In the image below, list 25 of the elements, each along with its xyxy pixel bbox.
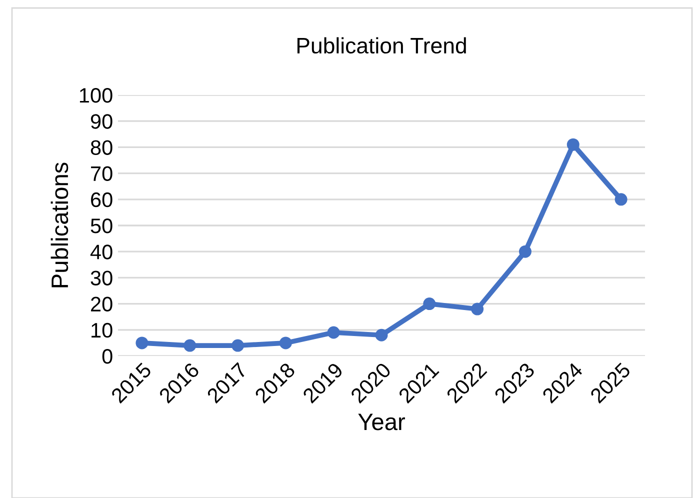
point: [136, 336, 148, 350]
point: [232, 339, 244, 352]
chart-title: Publication Trend: [297, 37, 466, 54]
y-tick-label: 80: [90, 140, 112, 155]
y-tick-label: 100: [80, 88, 112, 103]
point: [566, 138, 580, 151]
x-axis-title: Year: [358, 414, 405, 430]
y-tick-label: 60: [91, 192, 112, 208]
y-tick-label: 30: [90, 270, 112, 286]
y-tick-label: 50: [90, 218, 112, 234]
point: [375, 328, 388, 342]
point: [614, 193, 628, 206]
y-tick-label: 10: [92, 322, 112, 338]
point: [327, 326, 340, 339]
point: [518, 245, 532, 258]
y-tick-label: 70: [91, 166, 112, 182]
y-axis-title: Publications: [50, 162, 68, 288]
point: [184, 339, 196, 352]
y-tick-label: 20: [91, 296, 112, 312]
y-tick-label: 90: [90, 114, 112, 129]
y-tick-label: 0: [102, 349, 112, 364]
point: [279, 336, 292, 350]
y-tick-label: 40: [90, 244, 112, 260]
point: [423, 298, 436, 310]
point: [471, 302, 484, 316]
